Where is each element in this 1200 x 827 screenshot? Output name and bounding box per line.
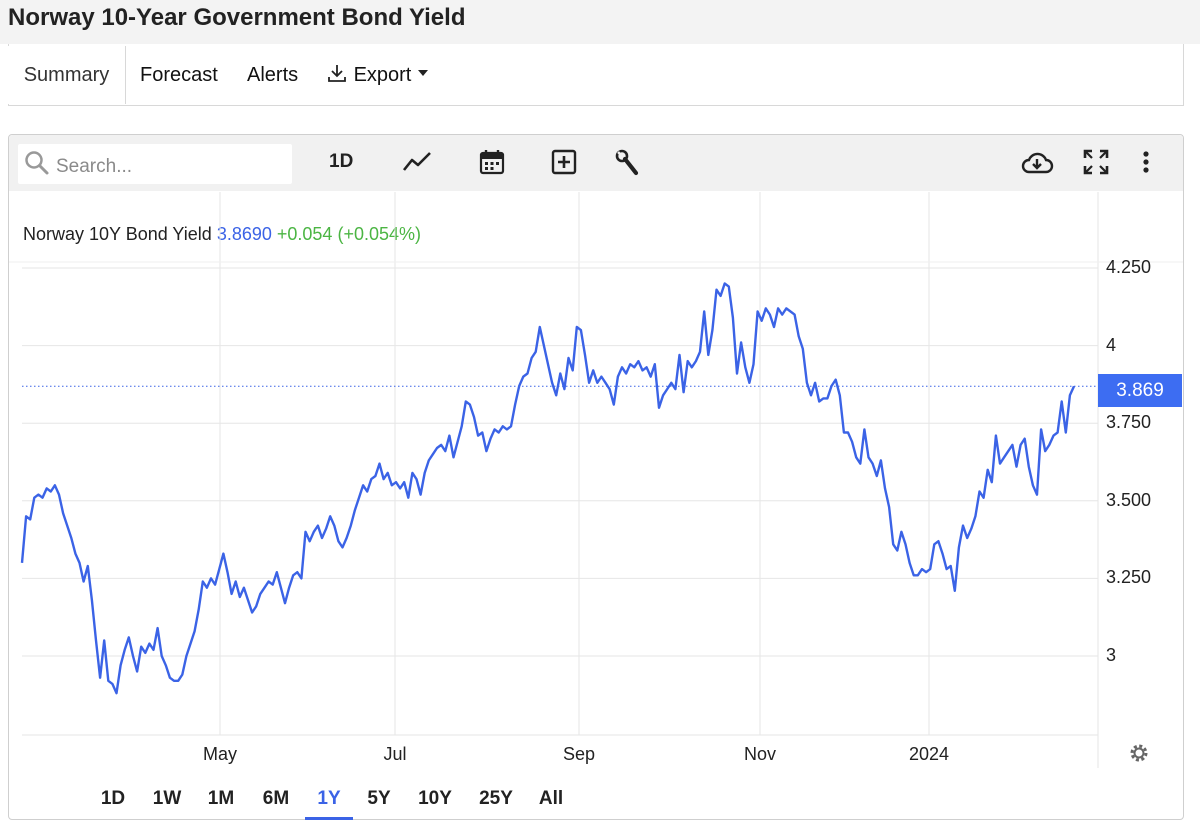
y-tick: 3.500 xyxy=(1106,490,1152,510)
tab-export[interactable]: Export xyxy=(326,46,429,104)
y-tick: 3.750 xyxy=(1106,412,1152,432)
caret-down-icon xyxy=(417,70,428,76)
range-6m[interactable]: 6M xyxy=(262,788,290,809)
range-all[interactable]: All xyxy=(538,788,564,809)
add-indicator-icon[interactable] xyxy=(550,148,578,176)
range-1y[interactable]: 1Y xyxy=(317,788,341,809)
tab-export-label: Export xyxy=(353,64,412,86)
x-tick: Sep xyxy=(562,744,596,764)
x-tick: 2024 xyxy=(908,744,950,764)
range-25y[interactable]: 25Y xyxy=(479,788,513,809)
x-tick: Jul xyxy=(383,744,407,764)
chart-legend: Norway 10Y Bond Yield 3.8690 +0.054 (+0.… xyxy=(23,224,421,245)
y-tick: 3 xyxy=(1106,645,1117,665)
x-tick: Nov xyxy=(743,744,777,764)
tab-bar xyxy=(8,44,1184,106)
tab-forecast[interactable]: Forecast xyxy=(140,64,218,86)
legend-change: +0.054 (+0.054%) xyxy=(276,224,421,244)
wrench-icon[interactable] xyxy=(614,148,642,178)
cloud-download-icon[interactable] xyxy=(1020,148,1054,178)
tab-alerts[interactable]: Alerts xyxy=(247,64,299,86)
search-icon xyxy=(25,151,49,175)
legend-series-name: Norway 10Y Bond Yield xyxy=(23,224,212,244)
interval-button[interactable]: 1D xyxy=(329,151,354,172)
range-active-underline xyxy=(305,817,353,820)
y-tick: 4.250 xyxy=(1106,257,1152,277)
series-line xyxy=(20,282,1076,695)
search-input[interactable] xyxy=(56,154,286,180)
line-chart-icon[interactable] xyxy=(402,150,432,174)
tab-summary[interactable]: Summary xyxy=(8,46,126,104)
fullscreen-icon[interactable] xyxy=(1082,148,1110,176)
chart-frame xyxy=(8,134,1184,820)
calendar-icon[interactable] xyxy=(478,148,506,176)
y-tick: 3.250 xyxy=(1106,567,1152,587)
settings-gear-icon[interactable] xyxy=(1127,741,1151,765)
x-tick: May xyxy=(202,744,238,764)
legend-value: 3.8690 xyxy=(216,224,272,244)
more-vertical-icon[interactable] xyxy=(1138,148,1154,176)
range-10y[interactable]: 10Y xyxy=(418,788,452,809)
page-title: Norway 10-Year Government Bond Yield xyxy=(8,4,466,31)
y-tick: 4 xyxy=(1106,335,1117,355)
range-1m[interactable]: 1M xyxy=(207,788,235,809)
download-icon xyxy=(328,65,346,82)
title-bar xyxy=(0,0,1200,44)
range-1d[interactable]: 1D xyxy=(100,788,126,809)
range-1w[interactable]: 1W xyxy=(152,788,182,809)
range-5y[interactable]: 5Y xyxy=(367,788,391,809)
last-price-tag: 3.869 xyxy=(1098,374,1182,407)
